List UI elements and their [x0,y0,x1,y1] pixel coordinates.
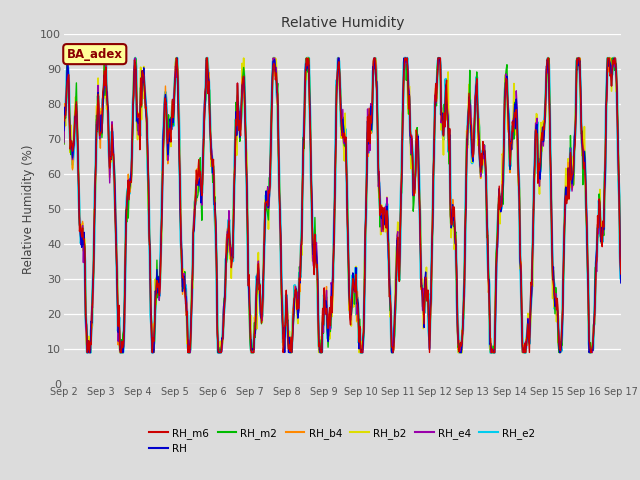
Legend: RH_m6, RH, RH_m2, RH_b4, RH_b2, RH_e4, RH_e2: RH_m6, RH, RH_m2, RH_b4, RH_b2, RH_e4, R… [150,428,535,454]
Text: BA_adex: BA_adex [67,48,123,60]
Title: Relative Humidity: Relative Humidity [281,16,404,30]
Y-axis label: Relative Humidity (%): Relative Humidity (%) [22,144,35,274]
